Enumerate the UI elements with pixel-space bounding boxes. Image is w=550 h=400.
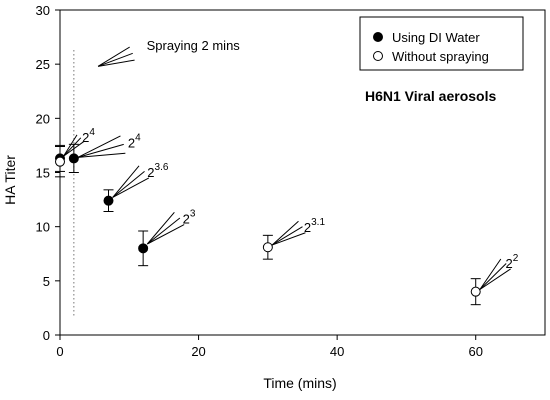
legend-marker-filled [373,32,383,42]
error-bars [55,143,481,306]
annotation-arrow-shaft [146,217,181,245]
y-axis-label: HA Titer [2,155,18,205]
y-tick-label: 30 [36,3,50,18]
annotation-label: 23 [183,208,196,226]
annotation-arrow-shaft [77,143,124,158]
data-point-without-spraying [262,242,273,253]
annotation-label: 23.6 [147,162,169,180]
y-tick-label: 5 [43,274,50,289]
annotation-exponent: 2 [513,253,519,264]
annotation-arrow-shaft [271,226,303,246]
legend-marker-open [373,51,383,61]
annotation-arrow-shaft [112,171,145,198]
annotation-label: 24 [82,127,95,145]
annotation-base: 2 [304,220,311,235]
legend-label-without-spraying: Without spraying [392,49,489,64]
legend-box [359,16,524,71]
x-tick-label: 60 [468,344,482,359]
annotation-arrow [97,46,135,67]
data-point-without-spraying [55,156,65,167]
data-point-without-spraying [470,286,481,297]
legend-label-di-water: Using DI Water [392,30,480,45]
annotation-arrow-shaft [97,52,133,67]
data-points [55,153,481,297]
x-axis-label: Time (mins) [263,375,336,391]
annotation-label: 22 [506,253,519,271]
annotation-label: 24 [128,133,141,151]
annotation-exponent: 4 [135,133,141,144]
y-tick-label: 25 [36,57,50,72]
annotation-label: 23.1 [304,217,326,235]
y-tick-label: 15 [36,166,50,181]
annotation-exponent: 4 [89,127,95,138]
x-tick-label: 0 [56,344,63,359]
x-tick-label: 20 [191,344,205,359]
annotation-exponent: 3.1 [311,217,325,228]
annotation-label: Spraying 2 mins [147,38,241,53]
annotation-base: 2 [82,130,89,145]
y-tick-label: 20 [36,111,50,126]
annotation-exponent: 3 [190,208,196,219]
annotation-base: 2 [147,165,154,180]
annotation-exponent: 3.6 [155,162,169,173]
annotation-base: 2 [506,256,513,271]
annotation-base: 2 [183,211,190,226]
annotation-arrow-shaft [63,137,82,157]
data-point-di-water [68,153,79,164]
legend: Using DI Water Without spraying [359,16,524,71]
y-tick-label: 0 [43,328,50,343]
data-point-di-water [103,195,114,206]
annotation-base: 2 [128,136,135,151]
y-tick-label: 10 [36,220,50,235]
data-point-di-water [138,243,149,254]
axes: 0 20 40 60 0 5 10 15 20 25 30 [36,3,546,359]
x-tick-label: 40 [330,344,344,359]
annotation-arrow-shaft [479,263,507,290]
chart-title: H6N1 Viral aerosols [365,88,496,104]
